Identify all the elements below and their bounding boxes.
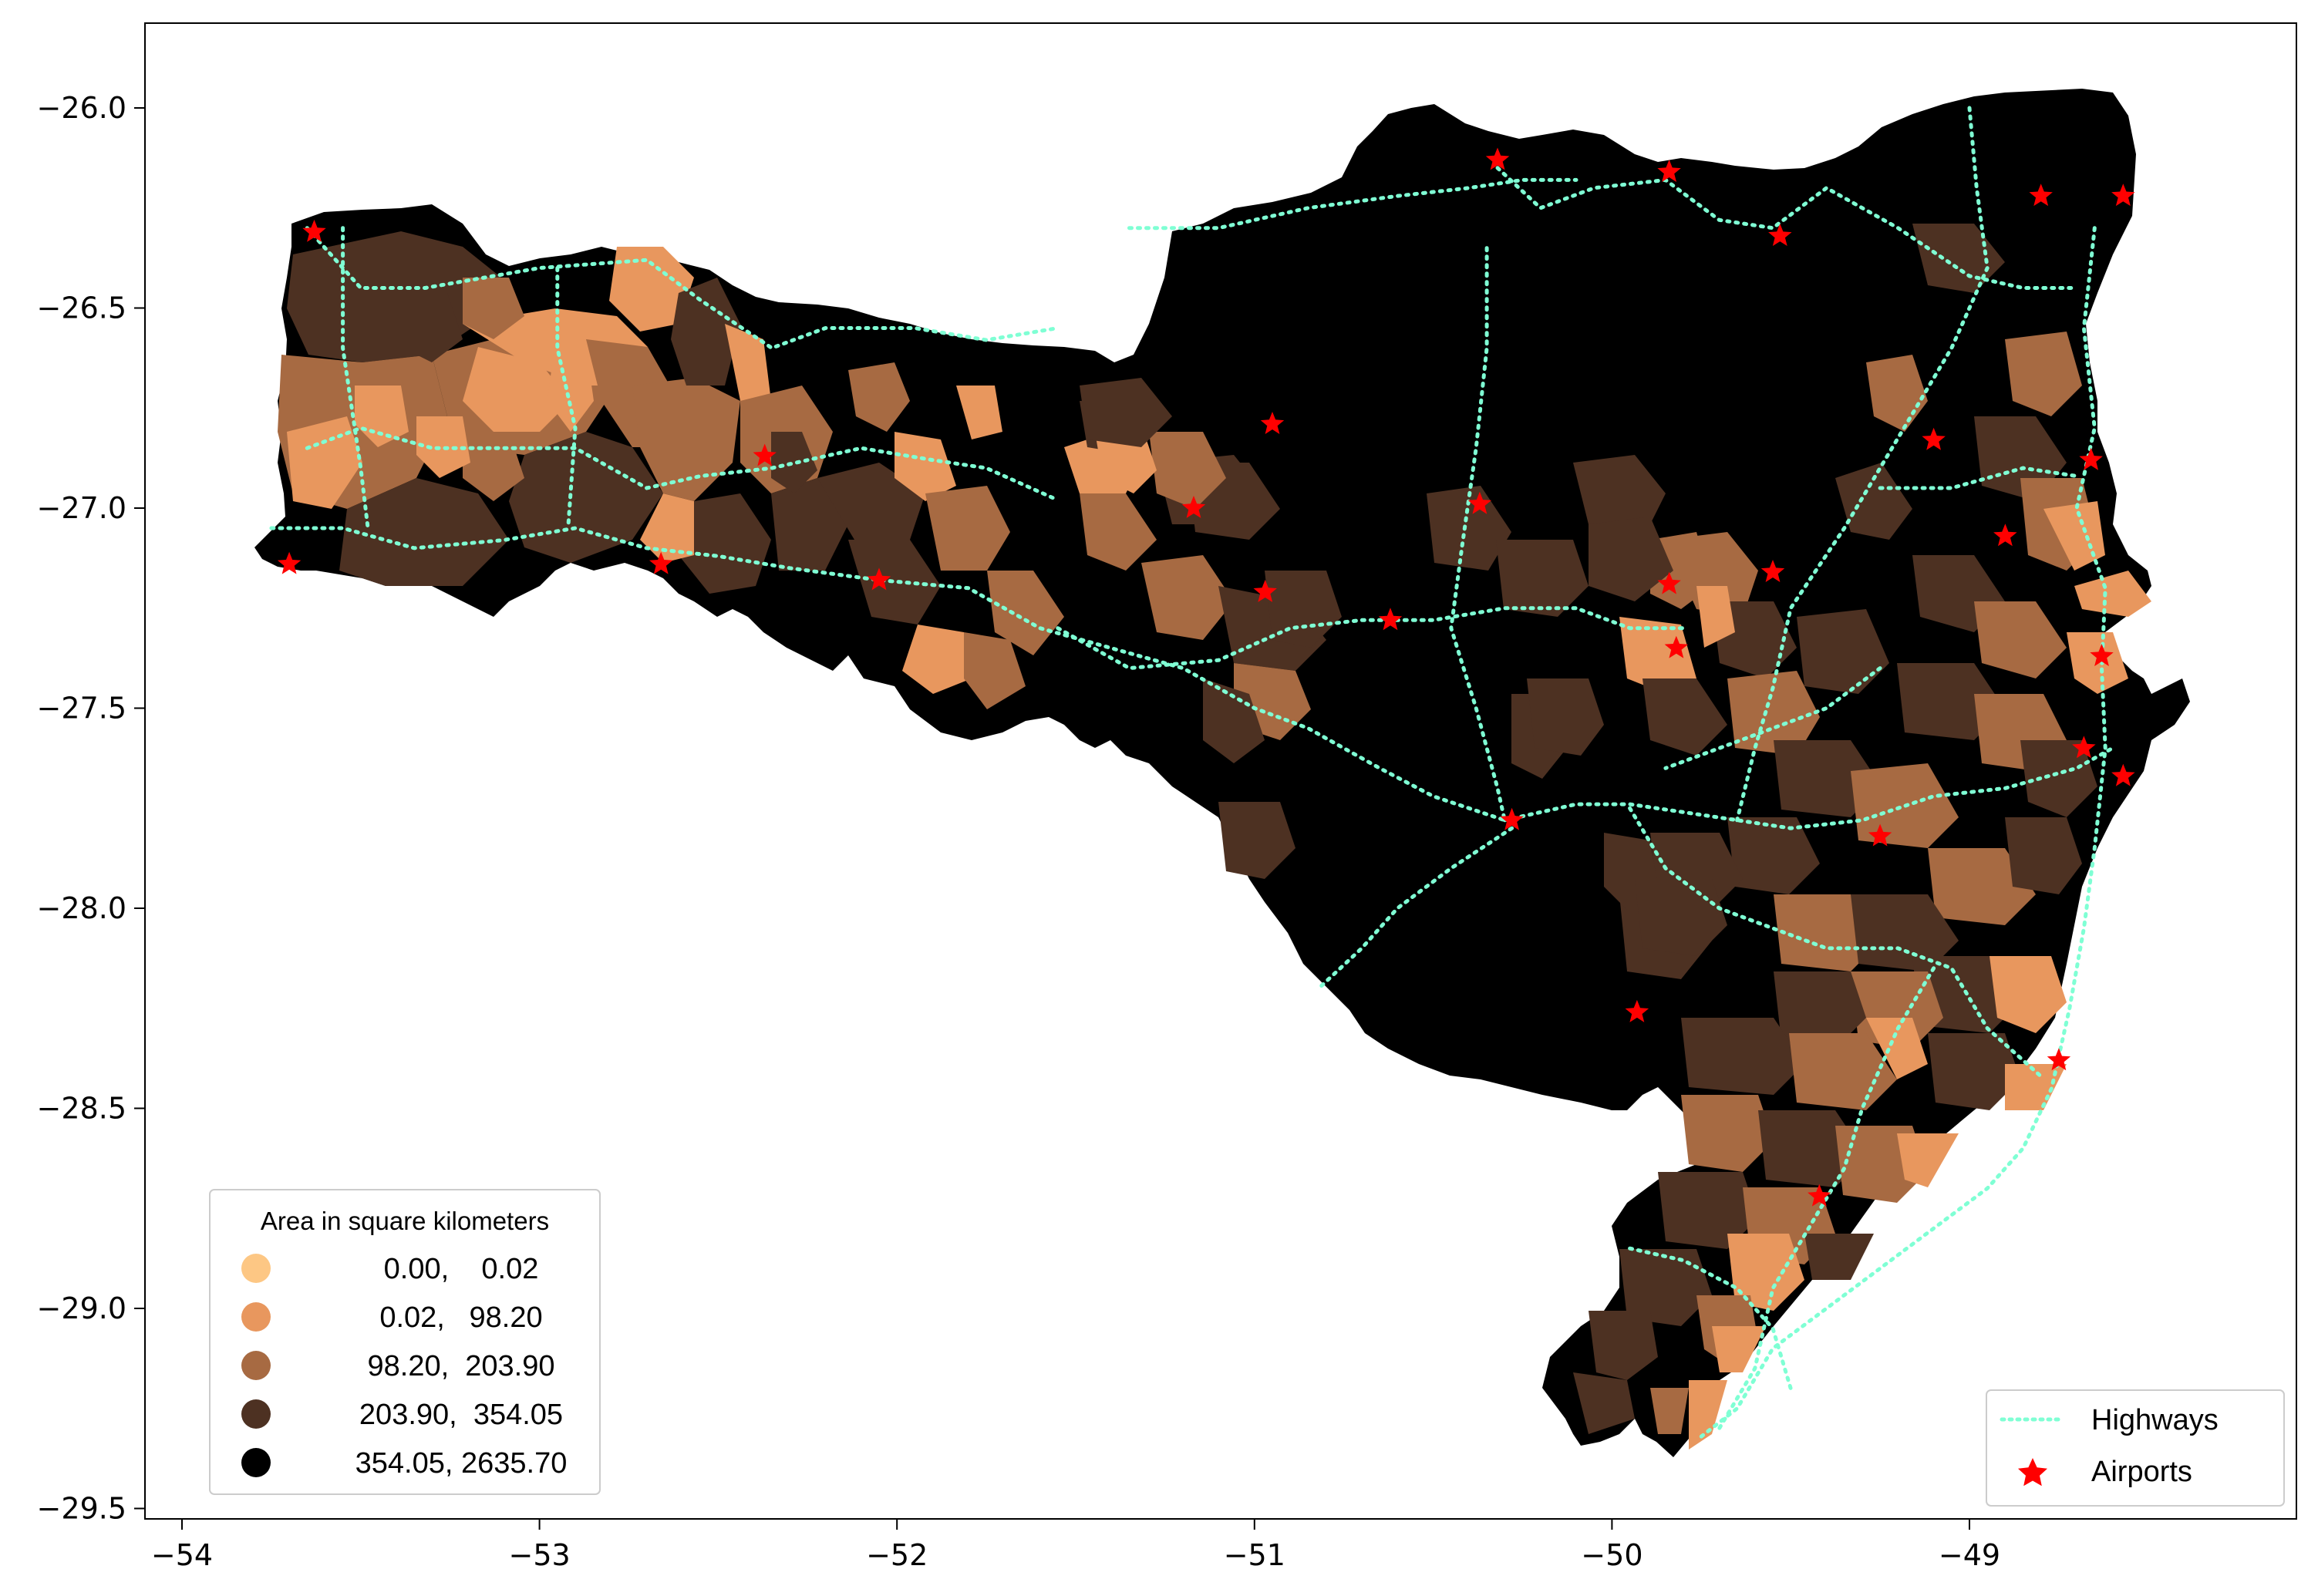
airport-marker	[1993, 524, 2017, 547]
highway-line	[1502, 746, 2114, 830]
y-tick-label: −29.5	[37, 1492, 126, 1526]
airport-marker	[1657, 571, 1681, 594]
airport-marker	[2079, 447, 2103, 470]
airport-marker	[1657, 160, 1681, 182]
layer-legend: Highways Airports	[1986, 1389, 2285, 1507]
x-tick-label: −51	[1224, 1538, 1285, 1572]
airport-marker	[1253, 580, 1277, 602]
airport-marker	[2047, 1048, 2071, 1071]
airport-marker	[649, 551, 673, 574]
highways-layer	[269, 106, 2114, 1439]
highway-line	[269, 526, 1507, 823]
airport-marker	[1467, 491, 1492, 514]
area-class-1-label: 0.02, 98.20	[379, 1301, 542, 1334]
airport-marker	[1378, 608, 1403, 631]
area-legend-title: Area in square kilometers	[261, 1207, 549, 1235]
municipality-fills	[278, 224, 2151, 1450]
airport-marker	[277, 551, 302, 574]
airport-marker	[1485, 147, 1510, 170]
airport-marker	[2111, 763, 2135, 786]
x-tick-label: −54	[151, 1538, 213, 1572]
airport-marker	[1808, 1184, 1831, 1207]
highway-line	[1127, 177, 1578, 231]
layer-legend-box	[1986, 1389, 2285, 1507]
highway-line	[305, 226, 1060, 351]
highway-line	[1699, 226, 2107, 1439]
y-tick-label: −26.5	[37, 291, 126, 325]
highway-line	[305, 426, 1060, 503]
highway-line	[1628, 1246, 1793, 1391]
highway-line	[1735, 106, 1990, 823]
area-class-2-label: 98.20, 203.90	[368, 1350, 555, 1382]
x-tick-label: −50	[1581, 1538, 1642, 1572]
area-legend-box	[209, 1189, 601, 1495]
airport-marker	[1260, 412, 1285, 434]
airport-marker	[2029, 184, 2053, 207]
highways-legend-label: Highways	[2091, 1404, 2219, 1436]
area-class-0-label: 0.00, 0.02	[384, 1253, 539, 1285]
y-tick-label: −27.0	[37, 491, 126, 525]
highway-line	[341, 226, 370, 530]
x-tick-label: −53	[508, 1538, 570, 1572]
highway-line	[555, 266, 578, 530]
highway-line	[1316, 826, 1514, 991]
area-class-3-marker	[241, 1399, 271, 1429]
highway-line	[1878, 466, 2079, 490]
x-tick-label: −52	[866, 1538, 928, 1572]
area-class-0-marker	[241, 1254, 271, 1283]
airport-marker	[2111, 184, 2135, 207]
airport-marker	[2072, 736, 2096, 759]
airport-marker	[867, 567, 891, 591]
airport-marker	[1625, 999, 1649, 1022]
area-class-1-marker	[241, 1302, 271, 1332]
y-axis: −26.0 −26.5 −27.0 −27.5 −28.0 −28.5 −29.0 −29.5	[37, 91, 145, 1526]
y-tick-label: −28.0	[37, 891, 126, 925]
area-class-4-marker	[241, 1448, 271, 1477]
airport-marker	[1768, 224, 1792, 246]
airport-marker	[1760, 560, 1785, 582]
highway-line	[1717, 966, 1936, 1431]
airports-legend-label: Airports	[2091, 1456, 2192, 1488]
area-class-3-label: 203.90, 354.05	[359, 1399, 563, 1431]
airports-layer	[277, 147, 2135, 1207]
y-tick-label: −28.5	[37, 1092, 126, 1126]
axes-frame	[144, 22, 2297, 1520]
highway-line	[1495, 166, 2079, 290]
airport-marker	[1181, 496, 1206, 518]
area-class-2-marker	[241, 1351, 271, 1380]
y-tick-label: −26.0	[37, 91, 126, 125]
airport-marker	[1664, 635, 1689, 658]
airport-marker	[1500, 807, 1524, 830]
highway-line	[1449, 246, 1507, 823]
y-tick-label: −27.5	[37, 692, 126, 726]
airport-marker	[2090, 644, 2114, 666]
airport-marker	[302, 219, 326, 242]
airport-marker	[1922, 427, 1946, 450]
area-legend: Area in square kilometers 0.00, 0.02 0.0…	[209, 1189, 601, 1495]
x-axis: −54 −53 −52 −51 −50 −49	[151, 1519, 2000, 1572]
area-class-4-label: 354.05, 2635.70	[355, 1447, 568, 1480]
y-tick-label: −29.0	[37, 1291, 126, 1325]
airport-marker	[753, 443, 777, 466]
airport-marker	[1868, 823, 1892, 847]
x-tick-label: −49	[1939, 1538, 2000, 1572]
airports-legend-star	[2018, 1458, 2047, 1487]
highway-line	[1663, 666, 1882, 770]
highway-line	[1628, 806, 2043, 1079]
